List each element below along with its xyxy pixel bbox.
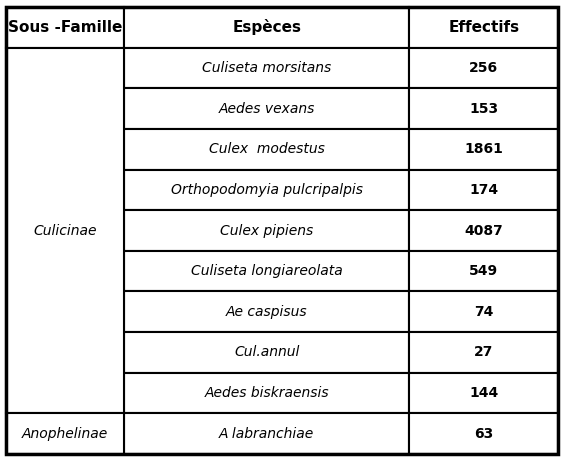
- Bar: [409, 129, 558, 170]
- Text: 174: 174: [469, 183, 499, 197]
- Bar: [6, 7, 125, 47]
- Bar: [125, 373, 409, 414]
- Bar: [6, 47, 125, 414]
- Text: 4087: 4087: [464, 224, 503, 237]
- Text: 1861: 1861: [464, 142, 503, 156]
- Text: Culicinae: Culicinae: [33, 224, 97, 237]
- Text: 549: 549: [469, 264, 499, 278]
- Text: Effectifs: Effectifs: [448, 20, 519, 35]
- Bar: [125, 88, 409, 129]
- Bar: [409, 251, 558, 291]
- Text: 27: 27: [474, 345, 494, 360]
- Text: Culiseta longiareolata: Culiseta longiareolata: [191, 264, 343, 278]
- Bar: [409, 291, 558, 332]
- Text: 74: 74: [474, 305, 494, 319]
- Bar: [409, 47, 558, 88]
- Bar: [125, 414, 409, 454]
- Bar: [125, 332, 409, 373]
- Text: Espèces: Espèces: [232, 19, 301, 35]
- Text: Anophelinae: Anophelinae: [22, 427, 108, 441]
- Bar: [125, 210, 409, 251]
- Text: Aedes biskraensis: Aedes biskraensis: [205, 386, 329, 400]
- Bar: [409, 373, 558, 414]
- Text: 63: 63: [474, 427, 494, 441]
- Text: 256: 256: [469, 61, 499, 75]
- Text: 144: 144: [469, 386, 499, 400]
- Bar: [125, 7, 409, 47]
- Text: Ae caspisus: Ae caspisus: [226, 305, 307, 319]
- Bar: [409, 170, 558, 210]
- Bar: [409, 7, 558, 47]
- Bar: [125, 291, 409, 332]
- Bar: [409, 332, 558, 373]
- Text: A labranchiae: A labranchiae: [219, 427, 314, 441]
- Text: Cul.annul: Cul.annul: [234, 345, 299, 360]
- Bar: [6, 414, 125, 454]
- Text: Aedes vexans: Aedes vexans: [219, 101, 315, 116]
- Text: Orthopodomyia pulcripalpis: Orthopodomyia pulcripalpis: [171, 183, 363, 197]
- Bar: [409, 210, 558, 251]
- Text: Culex pipiens: Culex pipiens: [220, 224, 314, 237]
- Bar: [125, 251, 409, 291]
- Bar: [125, 129, 409, 170]
- Text: Culex  modestus: Culex modestus: [209, 142, 325, 156]
- Bar: [125, 170, 409, 210]
- Text: Culiseta morsitans: Culiseta morsitans: [202, 61, 332, 75]
- Text: Sous -Famille: Sous -Famille: [8, 20, 122, 35]
- Bar: [125, 47, 409, 88]
- Bar: [409, 414, 558, 454]
- Bar: [409, 88, 558, 129]
- Text: 153: 153: [469, 101, 499, 116]
